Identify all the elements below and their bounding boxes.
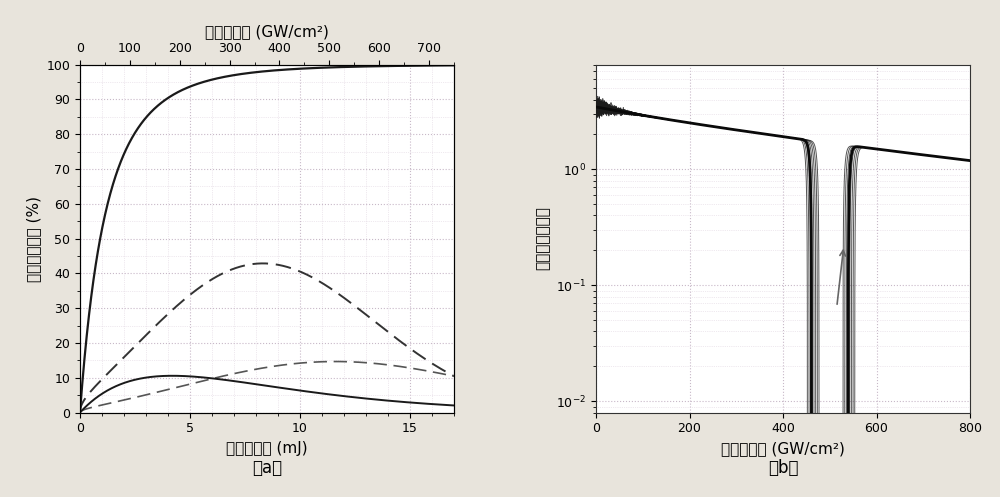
X-axis label: 基频光能量 (mJ): 基频光能量 (mJ) — [226, 441, 308, 456]
Y-axis label: 频率转换效率 (%): 频率转换效率 (%) — [26, 195, 41, 282]
Text: （a）: （a） — [252, 459, 282, 477]
X-axis label: 基频光强度 (GW/cm²): 基频光强度 (GW/cm²) — [205, 24, 329, 39]
X-axis label: 基频光强度 (GW/cm²): 基频光强度 (GW/cm²) — [721, 441, 845, 456]
Y-axis label: 相对能量抖动比: 相对能量抖动比 — [536, 207, 551, 270]
Text: （b）: （b） — [768, 459, 798, 477]
